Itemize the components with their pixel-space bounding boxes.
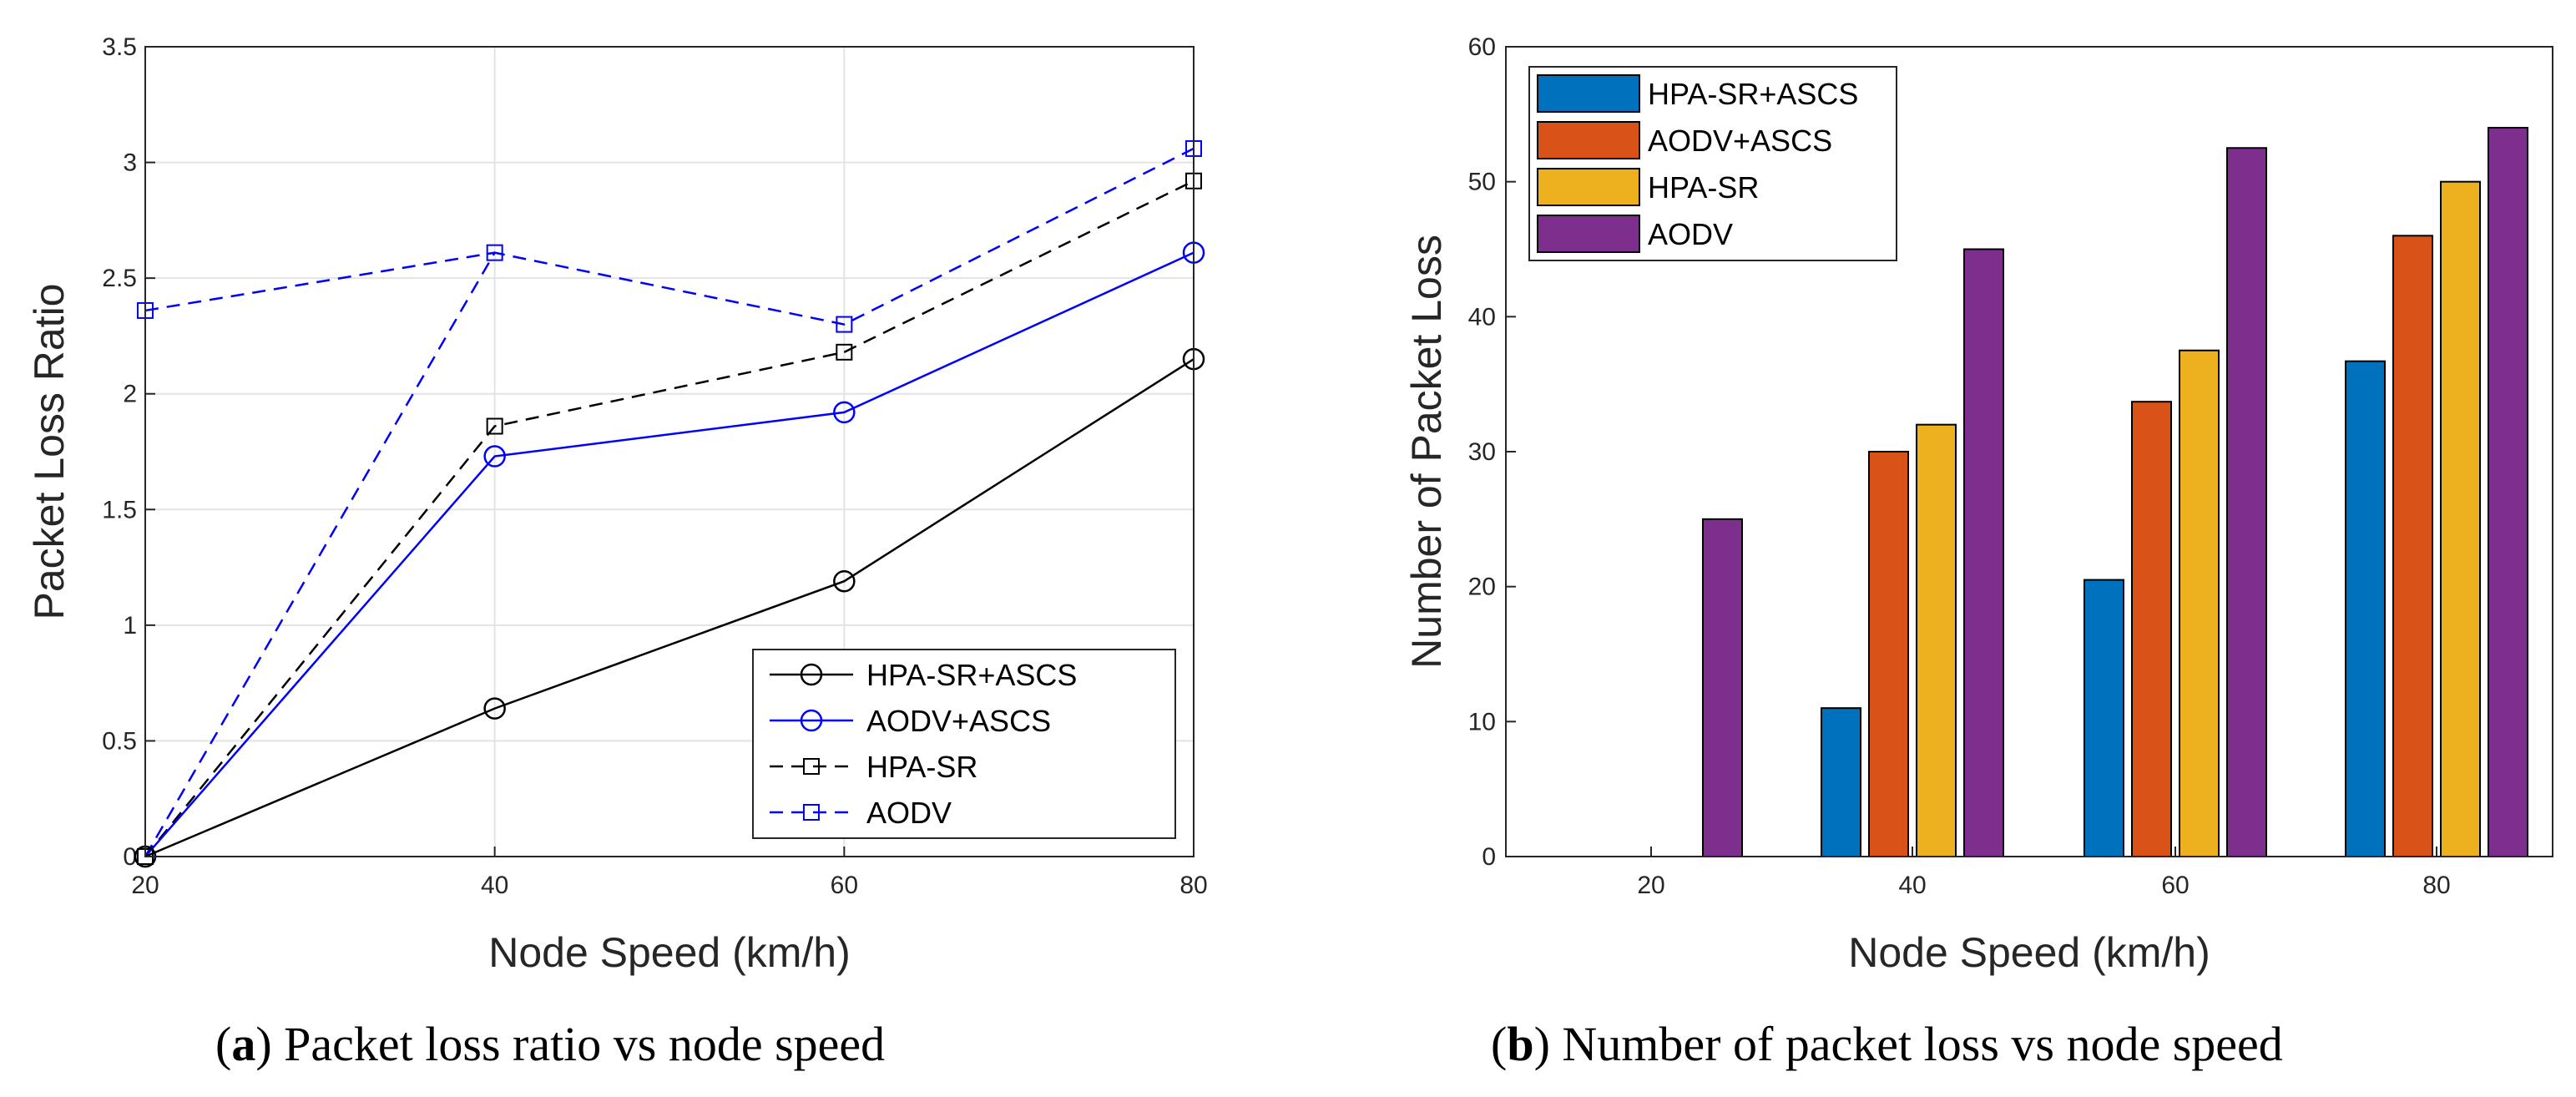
legend-item-aodv: AODV: [770, 796, 952, 830]
legend-item-hpa-sr-ascs: HPA-SR+ASCS: [1537, 74, 1858, 113]
bar-chart-ytick-label: 40: [1468, 303, 1496, 331]
line-chart-ytick-label: 2: [123, 381, 137, 408]
bar-hpa-sr-40: [1916, 423, 1957, 857]
line-chart-xlabel: Node Speed (km/h): [488, 929, 851, 976]
bar-chart-xtick-label: 60: [2161, 872, 2189, 899]
bar-hpa-sr-ascs-60: [2084, 579, 2124, 857]
legend-item-aodv-ascs: AODV+ASCS: [1537, 121, 1832, 159]
line-series-point: [833, 401, 856, 424]
line-chart-ylabel: Packet Loss Ratio: [26, 284, 73, 620]
bar-chart-ticks: 0 10 20 30 40 50 60 20 40 60 80: [1468, 33, 2451, 899]
bar-aodv-ascs-80: [2392, 235, 2433, 858]
caption-b: (b) Number of packet loss vs node speed: [1491, 1017, 2283, 1071]
line-series-point: [836, 343, 853, 361]
line-chart-xtick-label: 60: [831, 872, 858, 899]
line-chart-axes-border: [144, 46, 1195, 857]
bar-aodv-60: [2226, 147, 2267, 857]
bar-chart-ytick-label: 30: [1468, 438, 1496, 466]
line-chart-legend: HPA-SR+ASCS AODV+ASCS HPA-SR AODV: [752, 649, 1176, 839]
legend-label: AODV+ASCS: [866, 704, 1051, 738]
bar-hpa-sr-80: [2440, 180, 2481, 857]
line-chart-legend-box: [752, 649, 1176, 839]
line-series-point: [486, 417, 503, 435]
legend-label: HPA-SR: [1648, 170, 1759, 205]
legend-item-aodv: AODV: [1537, 215, 1733, 253]
legend-label: AODV+ASCS: [1648, 124, 1832, 158]
line-series-point: [483, 445, 506, 468]
legend-color-swatch: [1537, 168, 1640, 206]
bar-chart-ytick-label: 50: [1468, 169, 1496, 196]
line-series-path: [144, 147, 1195, 857]
line-chart-ytick-label: 1: [123, 612, 137, 639]
legend-item-aodv-ascs: AODV+ASCS: [770, 704, 1051, 738]
line-series-path: [144, 251, 1195, 857]
bar-chart-ytick-label: 60: [1468, 33, 1496, 61]
bar-hpa-sr-ascs-40: [1821, 707, 1861, 858]
line-chart-panel: 0 0.5 1 1.5 2 2.5 3 3.5 20 40 60 80 Packet Loss Rat…: [26, 33, 1208, 976]
legend-marker: [803, 758, 820, 775]
bar-chart-xtick-label: 80: [2422, 872, 2450, 899]
legend-color-swatch: [1537, 121, 1640, 159]
bar-chart-bars: [1702, 127, 2528, 858]
line-series-point: [486, 244, 503, 261]
legend-item-hpa-sr: HPA-SR: [1537, 168, 1759, 206]
bar-chart-panel: 0 10 20 30 40 50 60 20 40 60 80 Number of Packet L…: [1403, 33, 2553, 976]
bar-chart-xtick-label: 40: [1898, 872, 1926, 899]
bar-aodv-40: [1963, 248, 2004, 857]
line-chart-series: [134, 139, 1205, 868]
line-chart-xtick-label: 80: [1179, 872, 1207, 899]
line-series-aodv: [137, 139, 1202, 865]
legend-label: HPA-SR+ASCS: [1648, 77, 1858, 111]
legend-color-swatch: [1537, 215, 1640, 253]
bar-hpa-sr-ascs-80: [2345, 360, 2386, 857]
legend-marker: [800, 709, 823, 732]
legend-marker: [800, 663, 823, 686]
line-chart-ytick-label: 3: [123, 149, 137, 177]
line-chart-ytick-label: 0: [123, 843, 137, 871]
bar-hpa-sr-60: [2179, 349, 2220, 857]
line-chart-ytick-label: 0.5: [102, 727, 137, 755]
caption-a: (a) Packet loss ratio vs node speed: [215, 1017, 885, 1071]
legend-label: AODV: [866, 796, 952, 830]
bar-aodv-80: [2488, 127, 2528, 857]
legend-label: AODV: [1648, 217, 1733, 251]
bar-aodv-20: [1702, 518, 1743, 857]
legend-item-hpa-sr-ascs: HPA-SR+ASCS: [770, 658, 1077, 692]
bar-chart-legend: HPA-SR+ASCS AODV+ASCS HPA-SR AODV: [1528, 66, 1897, 261]
legend-label: HPA-SR: [866, 750, 977, 784]
line-chart-ytick-label: 1.5: [102, 496, 137, 523]
line-chart-ytick-label: 2.5: [102, 265, 137, 292]
line-chart-ticks: 0 0.5 1 1.5 2 2.5 3 3.5 20 40 60 80: [102, 33, 1207, 899]
bar-chart-xlabel: Node Speed (km/h): [1848, 929, 2210, 976]
bar-chart-ytick-label: 20: [1468, 574, 1496, 601]
legend-label: HPA-SR+ASCS: [866, 658, 1077, 692]
legend-marker: [803, 804, 820, 821]
bar-aodv-ascs-40: [1868, 451, 1909, 857]
line-chart-xtick-label: 20: [131, 872, 159, 899]
legend-item-hpa-sr: HPA-SR: [770, 750, 977, 784]
line-chart-ytick-label: 3.5: [102, 33, 137, 61]
line-series-point: [833, 569, 856, 593]
bar-chart-ylabel: Number of Packet Loss: [1403, 235, 1450, 669]
line-series-point: [836, 316, 853, 333]
line-series-point: [483, 697, 506, 720]
bar-chart-axes-border: [1505, 46, 2553, 857]
line-chart-xtick-label: 40: [481, 872, 508, 899]
bar-chart-ytick-label: 10: [1468, 708, 1496, 736]
line-series-path: [144, 358, 1195, 858]
bar-aodv-ascs-60: [2131, 401, 2172, 857]
line-series-path: [144, 251, 495, 312]
bar-chart-xtick-label: 20: [1637, 872, 1664, 899]
legend-color-swatch: [1537, 74, 1640, 113]
bar-chart-ytick-label: 0: [1482, 843, 1496, 871]
